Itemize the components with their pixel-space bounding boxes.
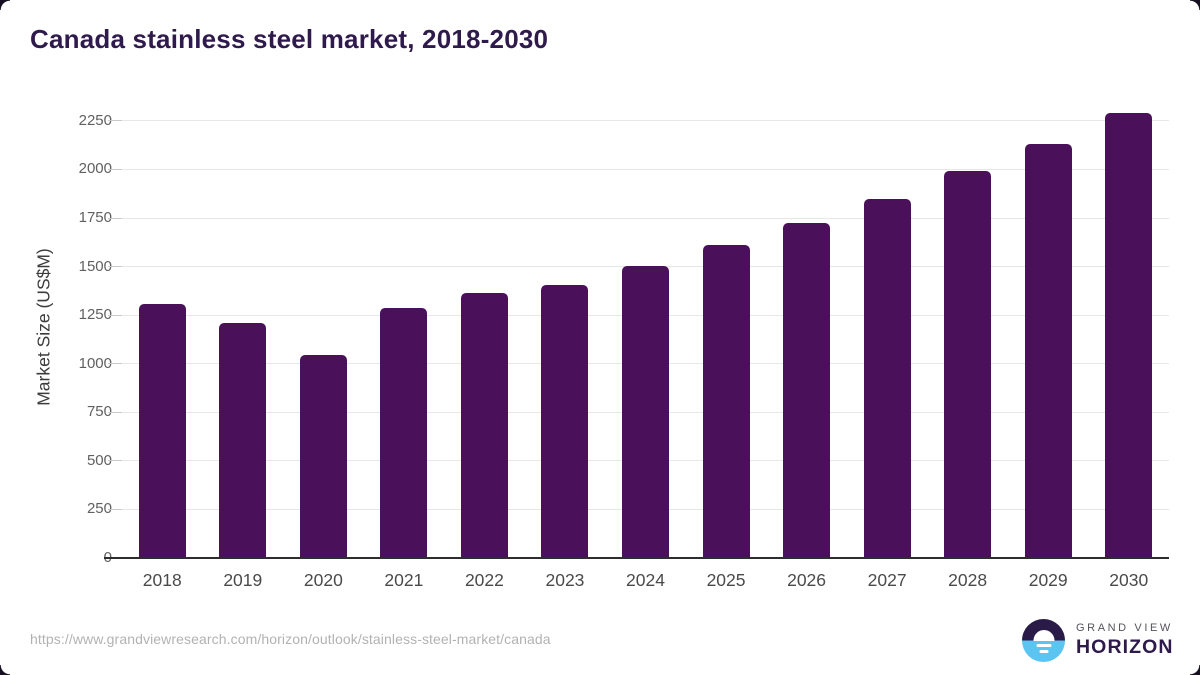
bar-2023[interactable] (541, 285, 589, 558)
grand-view-horizon-logo[interactable]: GRAND VIEW HORIZON (1022, 619, 1174, 664)
sun-dome-shape (1033, 629, 1054, 641)
x-tick-label-2029: 2029 (1028, 570, 1068, 590)
x-tick-label-2024: 2024 (626, 570, 665, 590)
y-tick-label-500: 500 (86, 451, 112, 469)
x-tick-label-2027: 2027 (867, 570, 907, 590)
y-tick-label-1250: 1250 (78, 306, 112, 324)
x-tick-label-2018: 2018 (142, 570, 182, 590)
plot-area (104, 96, 1169, 559)
sun-ray-line (1039, 650, 1048, 653)
bar-2025[interactable] (702, 245, 750, 558)
bar-2020[interactable] (299, 354, 347, 558)
y-tick-label-0: 0 (0, 549, 112, 567)
gridline-2000 (108, 168, 1169, 170)
y-tick-label-750: 750 (86, 403, 112, 421)
bar-2021[interactable] (380, 308, 428, 558)
x-axis-line (104, 557, 1169, 559)
y-tick-label-2250: 2250 (78, 111, 112, 129)
y-tick-label-2000: 2000 (78, 160, 112, 178)
bar-2024[interactable] (622, 265, 669, 558)
y-tick-label-1750: 1750 (78, 209, 112, 227)
x-tick-label-2020: 2020 (303, 570, 343, 590)
x-tick-label-2022: 2022 (464, 570, 504, 590)
logo-text: GRAND VIEW HORIZON (1076, 622, 1174, 659)
bar-2029[interactable] (1024, 144, 1072, 558)
x-tick-label-2028: 2028 (948, 570, 988, 590)
horizon-sun-icon (1022, 619, 1065, 662)
x-axis-tick-labels: 2018 2019 2020 2021 2022 2023 2024 2025 2026 2027… (122, 570, 1169, 596)
screenshot-corner-artifact (0, 665, 10, 675)
chart-title: Canada stainless steel market, 2018-2030 (30, 24, 549, 54)
source-url: https://www.grandviewresearch.com/horizo… (30, 631, 551, 647)
screenshot-corner-artifact (1190, 0, 1200, 10)
y-tick-label-1000: 1000 (78, 354, 112, 372)
x-tick-label-2021: 2021 (384, 570, 424, 590)
x-tick-label-2026: 2026 (787, 570, 827, 590)
bar-2018[interactable] (138, 303, 186, 558)
bar-2028[interactable] (944, 171, 992, 558)
bar-2026[interactable] (783, 222, 831, 558)
bar-2022[interactable] (460, 292, 508, 558)
logo-horizon-label: HORIZON (1076, 636, 1174, 658)
gridline-2250 (108, 120, 1169, 122)
x-tick-label-2023: 2023 (545, 570, 585, 590)
logo-grand-view-label: GRAND VIEW (1076, 622, 1173, 634)
sun-ray-line (1036, 644, 1051, 647)
bar-2027[interactable] (863, 198, 911, 558)
x-tick-label-2030: 2030 (1109, 570, 1149, 590)
bar-2030[interactable] (1105, 113, 1153, 558)
y-tick-label-250: 250 (86, 500, 112, 518)
y-axis-tick-labels: 0 250 500 750 1000 1250 1500 1750 2000 2250 (0, 96, 112, 566)
screenshot-corner-artifact (1190, 665, 1200, 675)
screenshot-corner-artifact (0, 0, 10, 10)
bar-2019[interactable] (219, 322, 267, 558)
gridline-1750 (108, 217, 1169, 219)
x-tick-label-2025: 2025 (706, 570, 746, 590)
x-tick-label-2019: 2019 (223, 570, 263, 590)
y-tick-label-1500: 1500 (78, 257, 112, 275)
